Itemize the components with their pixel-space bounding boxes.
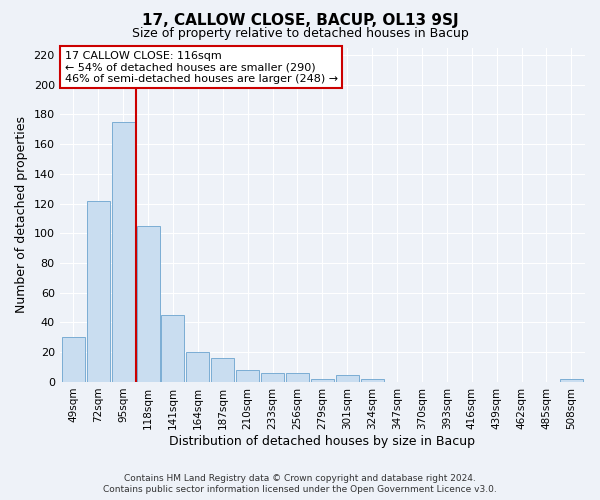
Bar (87, 200, 110, 382)
Bar (236, 370, 259, 382)
Bar (336, 374, 359, 382)
Bar (286, 373, 309, 382)
Text: Contains HM Land Registry data © Crown copyright and database right 2024.
Contai: Contains HM Land Registry data © Crown c… (103, 474, 497, 494)
Bar (211, 358, 234, 382)
Bar (261, 373, 284, 382)
Text: 17, CALLOW CLOSE, BACUP, OL13 9SJ: 17, CALLOW CLOSE, BACUP, OL13 9SJ (142, 12, 458, 28)
Bar (311, 379, 334, 382)
Bar (112, 122, 134, 382)
Bar (187, 352, 209, 382)
Bar (137, 226, 160, 382)
Bar (62, 338, 85, 382)
Text: 17 CALLOW CLOSE: 116sqm
← 54% of detached houses are smaller (290)
46% of semi-d: 17 CALLOW CLOSE: 116sqm ← 54% of detache… (65, 51, 338, 84)
Text: Size of property relative to detached houses in Bacup: Size of property relative to detached ho… (131, 28, 469, 40)
Bar (560, 379, 583, 382)
Y-axis label: Number of detached properties: Number of detached properties (15, 116, 28, 313)
Bar (361, 379, 383, 382)
X-axis label: Distribution of detached houses by size in Bacup: Distribution of detached houses by size … (169, 434, 475, 448)
Bar (161, 315, 184, 382)
